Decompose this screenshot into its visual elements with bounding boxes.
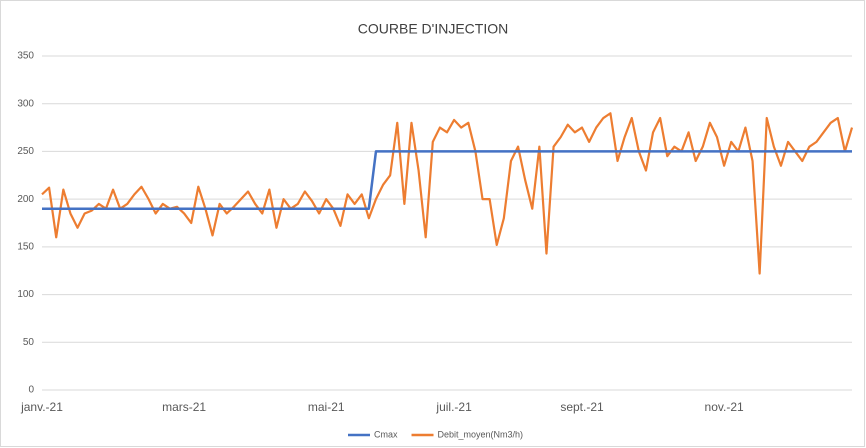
y-tick-label: 250 [17, 146, 34, 157]
x-tick-label: mars-21 [162, 400, 206, 414]
y-tick-label: 200 [17, 194, 34, 205]
x-tick-label: sept.-21 [560, 400, 604, 414]
y-tick-label: 50 [23, 337, 35, 348]
y-tick-label: 100 [17, 289, 34, 300]
legend-label: Cmax [374, 429, 398, 439]
chart-title: COURBE D'INJECTION [358, 21, 508, 37]
x-tick-label: janv.-21 [20, 400, 63, 414]
y-tick-label: 300 [17, 98, 34, 109]
y-tick-label: 150 [17, 241, 34, 252]
legend-label: Debit_moyen(Nm3/h) [438, 429, 524, 439]
series-line [41, 112, 854, 275]
y-tick-label: 350 [17, 51, 34, 62]
series-line [42, 150, 852, 210]
x-tick-label: mai-21 [308, 400, 345, 414]
x-tick-label: juil.-21 [435, 400, 472, 414]
y-tick-label: 0 [28, 385, 34, 396]
x-tick-label: nov.-21 [705, 400, 744, 414]
